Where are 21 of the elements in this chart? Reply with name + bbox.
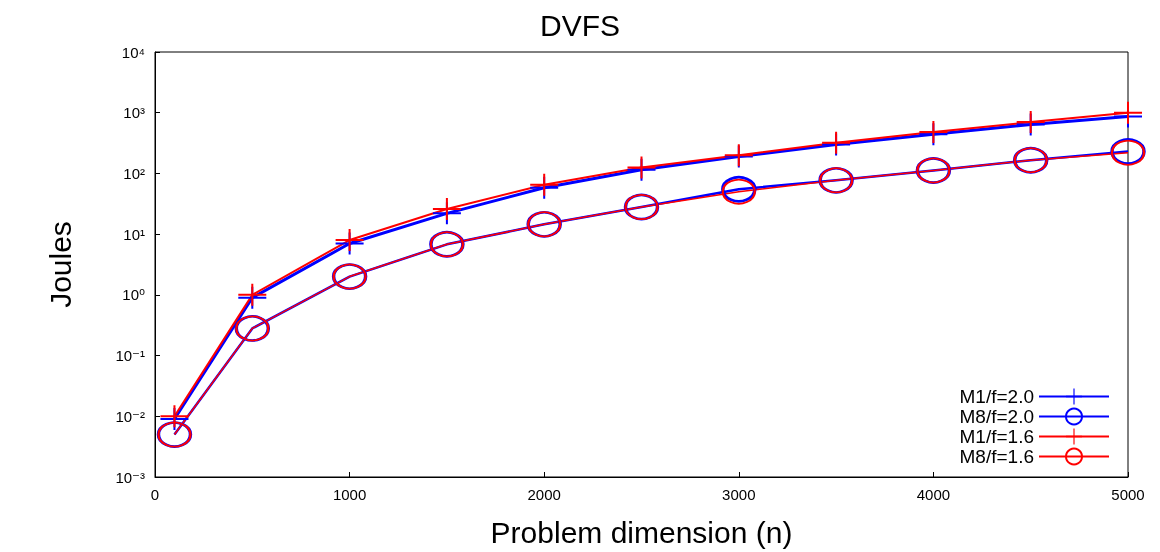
legend-label: M1/f=1.6 <box>959 426 1034 447</box>
y-tick-label: 10⁰ <box>122 286 145 304</box>
y-tick-label: 10⁻¹ <box>115 347 145 365</box>
legend-label: M1/f=2.0 <box>959 386 1034 407</box>
chart-title: DVFS <box>539 8 621 42</box>
x-tick-label: 3000 <box>722 486 756 503</box>
y-tick-label: 10⁻² <box>115 407 145 425</box>
y-tick-label: 10⁻³ <box>115 468 145 486</box>
x-tick-label: 2000 <box>527 486 561 503</box>
y-tick-label: 10⁴ <box>121 43 145 61</box>
x-tick-label: 1000 <box>332 486 367 503</box>
y-tick-label: 10³ <box>123 104 145 122</box>
x-axis-title: Problem dimension (n) <box>490 515 793 549</box>
x-tick-label: 0 <box>150 486 160 503</box>
y-tick-label: 10² <box>123 164 145 182</box>
legend-label: M8/f=1.6 <box>959 446 1034 467</box>
legend-label: M8/f=2.0 <box>959 406 1034 427</box>
y-axis-title: Joules <box>43 221 77 308</box>
y-tick-label: 10¹ <box>123 225 145 243</box>
x-tick-label: 4000 <box>916 486 951 503</box>
x-tick-label: 5000 <box>1111 486 1145 503</box>
